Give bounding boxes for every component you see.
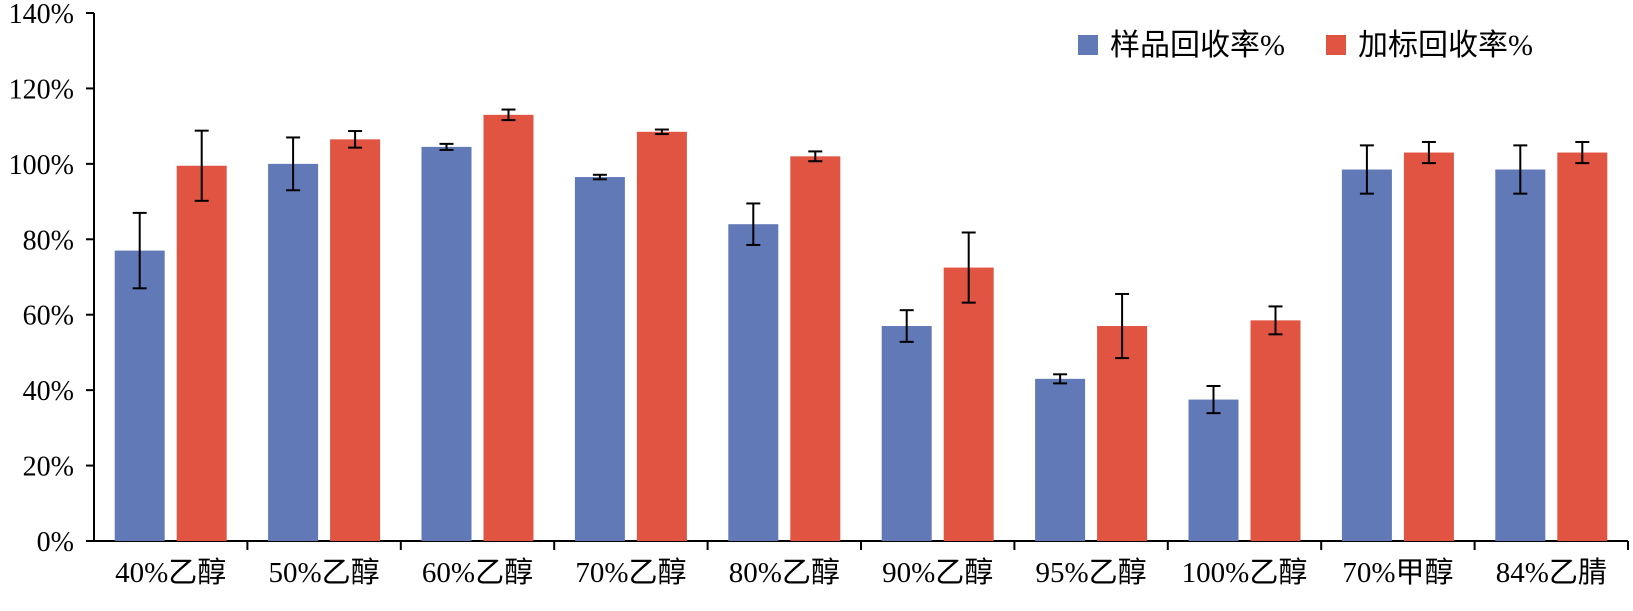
bar xyxy=(1495,169,1546,541)
y-tick-label: 60% xyxy=(23,301,74,332)
bar xyxy=(268,163,319,541)
bar xyxy=(790,156,841,542)
y-tick-label: 0% xyxy=(37,527,74,558)
legend-swatch xyxy=(1078,35,1098,55)
bar xyxy=(114,250,165,541)
bar xyxy=(1097,326,1148,541)
bar xyxy=(636,131,687,542)
x-tick-label: 40%乙醇 xyxy=(115,556,226,589)
bar xyxy=(330,139,381,542)
x-tick-label: 60%乙醇 xyxy=(422,556,533,589)
x-tick-label: 100%乙醇 xyxy=(1182,556,1308,589)
bar xyxy=(1035,378,1086,541)
bar xyxy=(881,326,932,541)
x-tick-label: 80%乙醇 xyxy=(729,556,840,589)
y-tick-label: 20% xyxy=(23,452,74,483)
legend: 样品回收率% 加标回收率% xyxy=(1078,29,1533,62)
x-tick-label: 84%乙腈 xyxy=(1496,556,1607,589)
y-tick-label: 80% xyxy=(23,225,74,256)
x-tick-label: 50%乙醇 xyxy=(269,556,380,589)
y-tick-label: 100% xyxy=(9,150,74,181)
bar xyxy=(1188,399,1239,541)
error-bars xyxy=(132,108,1590,415)
x-tick-label: 70%乙醇 xyxy=(575,556,686,589)
legend-label: 样品回收率% xyxy=(1110,29,1285,62)
y-axis: 0% 20% 40% 60% 80% 100% 120% 140% xyxy=(9,0,95,558)
y-tick-label: 140% xyxy=(9,0,74,30)
bars xyxy=(114,114,1608,542)
bar xyxy=(574,177,625,542)
x-tick-label: 90%乙醇 xyxy=(882,556,993,589)
bar xyxy=(1557,152,1608,542)
bar xyxy=(1341,169,1392,541)
x-tick-label: 95%乙醇 xyxy=(1036,556,1147,589)
y-tick-label: 120% xyxy=(9,74,74,105)
bar xyxy=(421,146,472,541)
legend-swatch xyxy=(1326,35,1346,55)
bar xyxy=(943,267,994,541)
bar xyxy=(483,114,534,541)
legend-label: 加标回收率% xyxy=(1358,29,1533,62)
bar xyxy=(728,224,779,541)
bar xyxy=(1403,152,1454,542)
x-axis: 40%乙醇 50%乙醇 60%乙醇 70%乙醇 80%乙醇 90%乙醇 95%乙醇 100%乙… xyxy=(94,540,1629,589)
bar xyxy=(176,165,227,541)
x-tick-label: 70%甲醇 xyxy=(1342,556,1453,589)
bar xyxy=(1250,320,1301,541)
y-tick-label: 40% xyxy=(23,376,74,407)
